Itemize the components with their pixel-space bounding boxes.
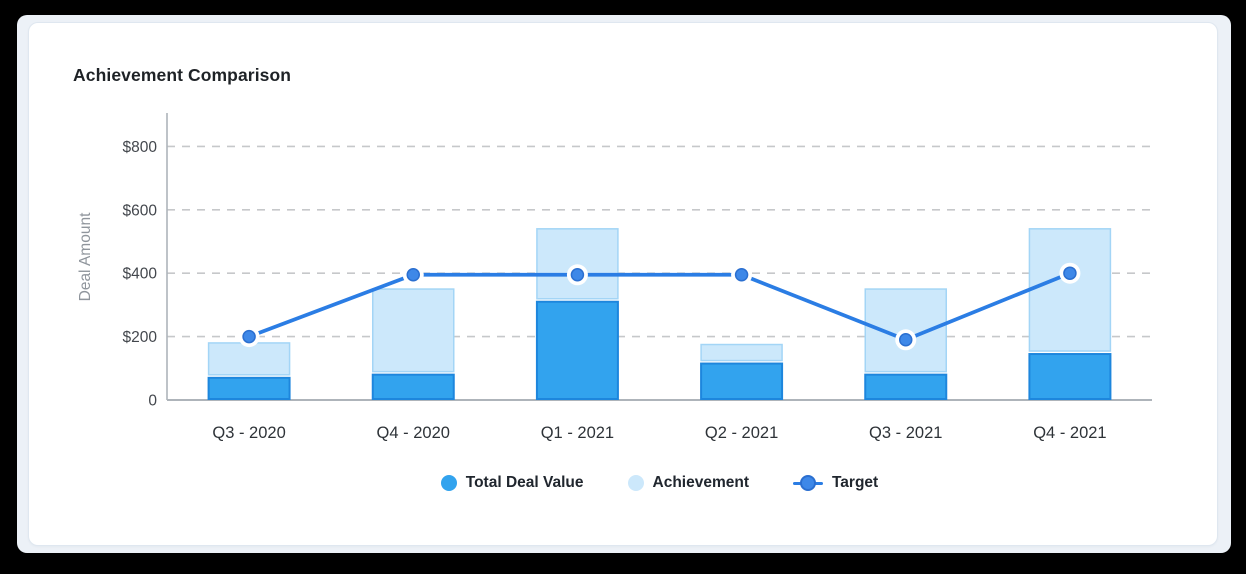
bar-achievement[interactable] [372,288,455,373]
chart-title: Achievement Comparison [73,65,292,85]
x-tick-label: Q4 - 2021 [1033,424,1106,442]
total-deal-value-swatch-icon [440,475,457,491]
x-tick-label: Q3 - 2020 [212,424,285,442]
target-line [247,271,1072,342]
y-tick-label: $600 [123,202,158,219]
y-tick-label: $400 [123,266,158,283]
bar-achievement[interactable] [536,228,619,300]
bar-total-deal-value[interactable] [207,376,291,400]
y-tick-label: 0 [148,393,157,410]
target-point[interactable] [406,268,420,282]
target-point[interactable] [570,268,585,282]
target-point[interactable] [242,329,256,344]
target-line-marker-icon [792,475,823,491]
target-point[interactable] [734,268,749,282]
legend-item-achievement[interactable]: Achievement [627,474,749,492]
achievement-swatch-icon [627,475,644,491]
bar-total-deal-value[interactable] [1028,353,1112,401]
bar-total-deal-value[interactable] [535,300,619,401]
legend-label: Achievement [652,474,749,491]
x-tick-label: Q4 - 2020 [377,424,450,442]
legend-item-total-deal-value[interactable]: Total Deal Value [440,474,584,492]
target-dot-icon [799,475,816,491]
x-tick-label: Q1 - 2021 [541,424,614,442]
legend-item-target[interactable]: Target [792,474,879,492]
legend-label: Total Deal Value [465,474,584,491]
bar-total-deal-value[interactable] [700,362,784,401]
legend-label: Target [831,474,879,491]
x-tick-label: Q2 - 2021 [705,424,778,442]
bar-total-deal-value[interactable] [371,373,455,401]
target-point[interactable] [899,333,913,347]
target-point[interactable] [1063,266,1077,280]
y-tick-label: $800 [123,139,158,156]
x-tick-label: Q3 - 2021 [869,424,942,442]
y-tick-label: $200 [123,329,158,346]
y-axis-title: Deal Amount [77,212,94,301]
bar-achievement[interactable] [207,342,291,376]
bar-achievement[interactable] [1028,228,1112,352]
bar-achievement[interactable] [700,343,783,362]
chart-legend: Total Deal Value Achievement Target [167,470,1152,496]
chart-card [28,22,1218,546]
bar-total-deal-value[interactable] [864,373,948,401]
